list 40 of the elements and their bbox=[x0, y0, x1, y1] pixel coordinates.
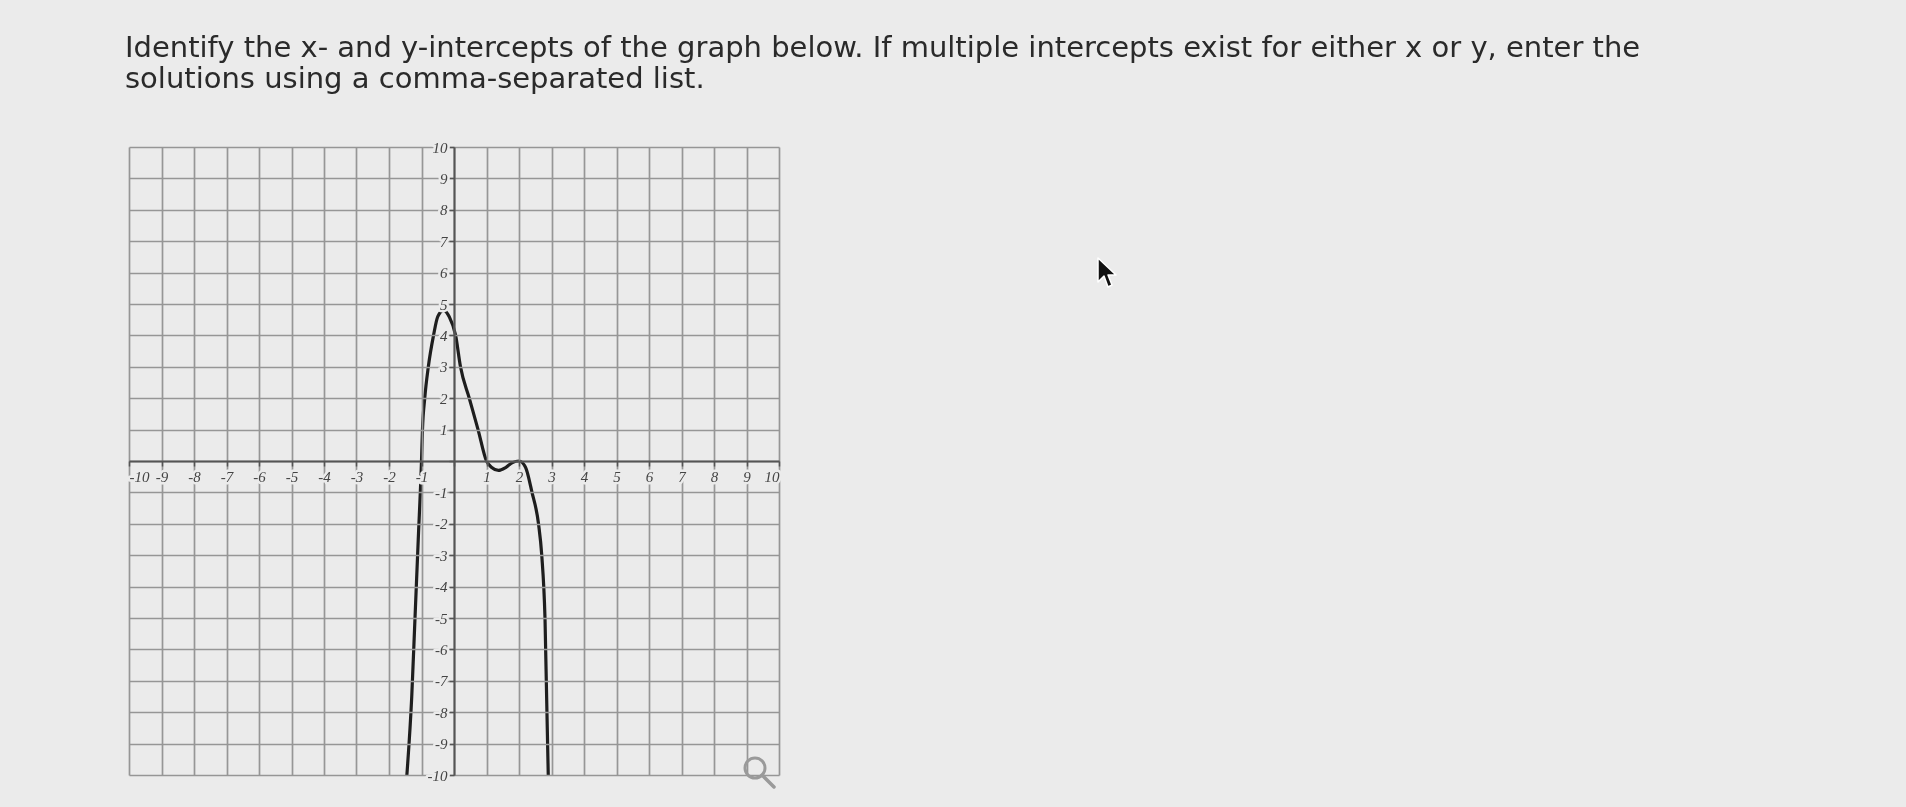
y-tick-label: 10 bbox=[432, 139, 448, 156]
y-tick-label: 7 bbox=[440, 233, 449, 250]
x-tick-label: 9 bbox=[743, 468, 752, 485]
x-tick-label: 3 bbox=[547, 468, 556, 485]
x-tick-label: -9 bbox=[155, 468, 169, 485]
y-tick-label: 5 bbox=[440, 296, 448, 313]
x-tick-label: -4 bbox=[318, 468, 332, 485]
y-tick-label: -8 bbox=[435, 704, 448, 721]
y-tick-label: 6 bbox=[440, 265, 448, 282]
x-tick-label: -2 bbox=[383, 468, 397, 485]
y-tick-label: -2 bbox=[435, 516, 448, 533]
y-tick-label: 9 bbox=[440, 170, 448, 187]
y-tick-label: -4 bbox=[435, 579, 448, 596]
x-tick-label: 2 bbox=[515, 468, 524, 485]
x-tick-label: 7 bbox=[678, 468, 688, 485]
x-tick-label: 8 bbox=[710, 468, 719, 485]
y-tick-label: -10 bbox=[427, 767, 448, 784]
x-tick-label: 6 bbox=[645, 468, 654, 485]
y-tick-label: -1 bbox=[435, 484, 448, 501]
x-tick-label: -8 bbox=[188, 468, 202, 485]
text: Identify the x- and y-intercepts of the graph below. If multiple intercepts exist for either x or y, enter the solutions using a comma-separated list. bbox=[125, 30, 1642, 95]
y-tick-label: 3 bbox=[439, 359, 448, 376]
y-tick-label: -7 bbox=[435, 673, 449, 690]
y-tick-label: -9 bbox=[435, 736, 448, 753]
y-tick-label: -6 bbox=[435, 641, 448, 658]
x-tick-label: -7 bbox=[220, 468, 235, 485]
x-tick-label: -5 bbox=[285, 468, 299, 485]
x-tick-label: 10 bbox=[764, 468, 780, 485]
y-tick-label: 8 bbox=[440, 202, 448, 219]
y-tick-label: -5 bbox=[435, 610, 448, 627]
x-tick-label: 1 bbox=[483, 468, 491, 485]
x-tick-label: -10 bbox=[129, 468, 150, 485]
y-tick-label: -3 bbox=[435, 547, 448, 564]
y-tick-label: 1 bbox=[440, 422, 448, 439]
y-tick-label: 4 bbox=[440, 327, 448, 344]
x-tick-label: 4 bbox=[580, 468, 589, 485]
x-tick-label: -3 bbox=[350, 468, 364, 485]
x-tick-label: 5 bbox=[613, 468, 622, 485]
x-tick-label: -6 bbox=[253, 468, 267, 485]
y-tick-label: 2 bbox=[440, 390, 448, 407]
